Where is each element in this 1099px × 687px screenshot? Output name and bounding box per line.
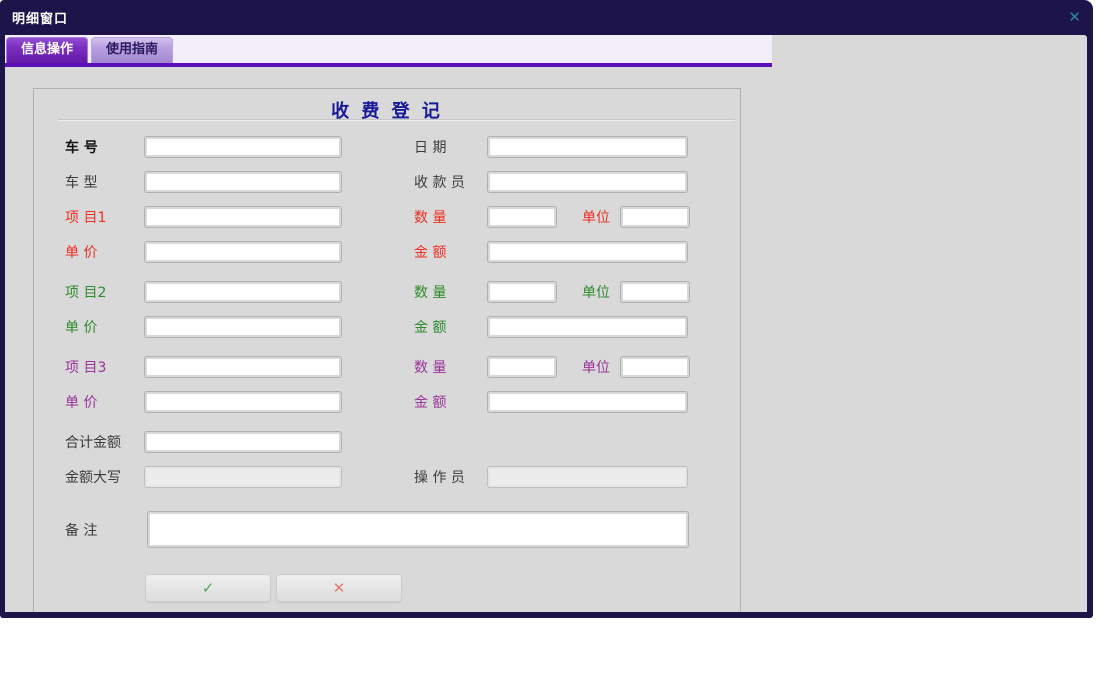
vehicle-no-input[interactable]	[144, 136, 342, 158]
detail-window: 明细窗口 ✕ 信息操作 使用指南 收 费 登 记 车 号 日 期 车 型 收 款…	[0, 0, 1093, 618]
row-item1: 项 目1 数 量 单位	[65, 206, 740, 228]
form-title: 收 费 登 记	[331, 101, 443, 122]
item1-qty-label: 数 量	[414, 210, 447, 226]
tab-info-operations[interactable]: 信息操作	[6, 37, 89, 63]
cancel-button[interactable]: ✕	[276, 574, 402, 602]
amount-words-label: 金额大写	[65, 470, 121, 486]
item1-qty-input[interactable]	[487, 206, 557, 228]
item3-price-label: 单 价	[65, 395, 98, 411]
item2-qty-label: 数 量	[414, 285, 447, 301]
vehicle-type-label: 车 型	[65, 175, 98, 191]
item3-qty-label: 数 量	[414, 360, 447, 376]
item2-unit-label: 单位	[582, 285, 610, 301]
confirm-button[interactable]: ✓	[145, 574, 271, 602]
row-total: 合计金额	[65, 431, 740, 453]
row-type-cashier: 车 型 收 款 员	[65, 171, 740, 193]
operator-input	[487, 466, 688, 488]
row-item3-price: 单 价 金 额	[65, 391, 740, 413]
remarks-input[interactable]	[147, 511, 689, 548]
item3-price-input[interactable]	[144, 391, 342, 413]
row-item3: 项 目3 数 量 单位	[65, 356, 740, 378]
cashier-input[interactable]	[487, 171, 688, 193]
total-label: 合计金额	[65, 435, 121, 451]
item2-qty-input[interactable]	[487, 281, 557, 303]
total-input[interactable]	[144, 431, 342, 453]
tab-user-guide[interactable]: 使用指南	[91, 37, 174, 63]
item1-input[interactable]	[144, 206, 342, 228]
item2-unit-input[interactable]	[620, 281, 690, 303]
tab-bar: 信息操作 使用指南	[5, 35, 772, 63]
operator-label: 操 作 员	[414, 470, 465, 486]
date-label: 日 期	[414, 140, 447, 156]
item1-price-input[interactable]	[144, 241, 342, 263]
item2-input[interactable]	[144, 281, 342, 303]
window-client-area: 信息操作 使用指南 收 费 登 记 车 号 日 期 车 型 收 款 员	[5, 35, 1087, 612]
vehicle-type-input[interactable]	[144, 171, 342, 193]
item2-label: 项 目2	[65, 285, 107, 301]
window-titlebar[interactable]: 明细窗口 ✕	[0, 0, 1093, 35]
fee-registration-panel: 收 费 登 记 车 号 日 期 车 型 收 款 员 项 目1 数 量	[33, 88, 741, 612]
item3-amount-label: 金 额	[414, 395, 447, 411]
item2-price-label: 单 价	[65, 320, 98, 336]
item1-unit-label: 单位	[582, 210, 610, 226]
item3-qty-input[interactable]	[487, 356, 557, 378]
date-input[interactable]	[487, 136, 688, 158]
item2-price-input[interactable]	[144, 316, 342, 338]
row-vehicle-date: 车 号 日 期	[65, 136, 740, 158]
close-icon[interactable]: ✕	[1068, 8, 1081, 26]
row-remarks: 备 注	[65, 511, 740, 548]
cross-icon: ✕	[332, 579, 346, 597]
item3-label: 项 目3	[65, 360, 107, 376]
remarks-label: 备 注	[65, 522, 98, 539]
vehicle-no-label: 车 号	[65, 140, 98, 156]
amount-words-input	[144, 466, 342, 488]
title-divider	[58, 119, 735, 121]
item3-amount-input[interactable]	[487, 391, 688, 413]
item3-unit-label: 单位	[582, 360, 610, 376]
item3-unit-input[interactable]	[620, 356, 690, 378]
row-buttons: ✓ ✕	[145, 574, 740, 602]
tab-accent-line	[5, 63, 772, 67]
row-item2-price: 单 价 金 额	[65, 316, 740, 338]
row-item2: 项 目2 数 量 单位	[65, 281, 740, 303]
item1-amount-label: 金 额	[414, 245, 447, 261]
item1-amount-input[interactable]	[487, 241, 688, 263]
row-item1-price: 单 价 金 额	[65, 241, 740, 263]
item1-label: 项 目1	[65, 210, 107, 226]
row-words-operator: 金额大写 操 作 员	[65, 466, 740, 488]
window-title: 明细窗口	[12, 12, 69, 27]
item3-input[interactable]	[144, 356, 342, 378]
checkmark-icon: ✓	[201, 579, 215, 597]
cashier-label: 收 款 员	[414, 175, 465, 191]
item2-amount-label: 金 额	[414, 320, 447, 336]
item1-unit-input[interactable]	[620, 206, 690, 228]
item2-amount-input[interactable]	[487, 316, 688, 338]
item1-price-label: 单 价	[65, 245, 98, 261]
